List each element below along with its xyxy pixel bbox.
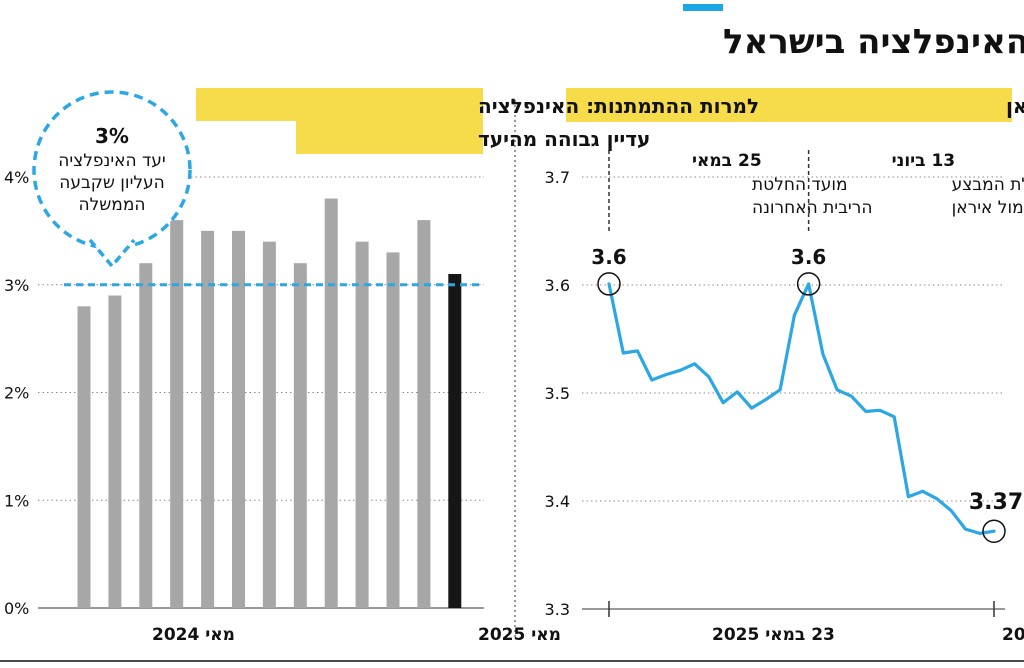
bar: [232, 230, 245, 608]
marker-value-label: 3.6: [591, 245, 626, 269]
bar-y-tick-label: 1%: [4, 491, 29, 510]
bar: [324, 198, 338, 609]
bar-chart-y-tick-labels: 4% 3% 2% 1% 0%: [4, 168, 29, 618]
line-y-tick-label: 3.5: [545, 384, 570, 403]
line-y-tick-label: 3.3: [545, 600, 570, 619]
inflation-bar-chart: למרות ההתמתנות: האינפלציה עדיין גבוהה מה…: [4, 88, 759, 645]
marker-circle: [796, 272, 821, 296]
bar: [139, 263, 153, 608]
line-chart-y-tick-labels: 3.7 3.6 3.5 3.4 3.3: [545, 168, 570, 619]
bar: [170, 220, 184, 608]
bar-chart-title-highlight-1: [196, 88, 483, 121]
bar-chart-title-line2: עדיין גבוהה מהיעד: [478, 127, 650, 151]
bar-x-label-start: מאי 2024: [152, 625, 235, 645]
bar: [417, 220, 431, 608]
bar-latest: [448, 273, 462, 608]
bar-chart-bars: [77, 198, 462, 609]
annotation-date-may: 25 במאי: [692, 151, 762, 171]
line-chart-title-highlight: [566, 88, 1012, 122]
marker-circle: [597, 272, 621, 296]
annotation-date-june: 13 ביוני: [892, 151, 956, 171]
bar: [386, 252, 400, 609]
line-x-label-start: 23 במאי 2025: [712, 625, 835, 645]
line-x-label-end: 2 ביולי 2025: [1002, 625, 1024, 645]
bar: [355, 241, 369, 608]
bar-chart-title-highlight-2: [296, 121, 483, 154]
bar-y-tick-label: 4%: [4, 168, 29, 187]
bar-x-label-end: מאי 2025: [478, 625, 561, 645]
bar-y-tick-label: 2%: [4, 384, 29, 403]
bar: [201, 230, 215, 608]
line-chart-markers: 3.6 3.6 3.37: [591, 245, 1023, 543]
marker-value-label: 3.6: [791, 245, 826, 269]
target-callout: 3% יעד האינפלציה העליון שקבעה הממשלה: [32, 90, 192, 269]
title-accent-bar: [683, 4, 723, 11]
annotation-text-may-line1: מועד החלטת: [752, 175, 848, 195]
line-y-tick-label: 3.7: [545, 168, 570, 187]
bar: [108, 295, 122, 608]
line-chart-annotations: 25 במאי מועד החלטת הריבית האחרונה 13 ביו…: [608, 150, 1024, 232]
bar: [293, 263, 307, 608]
line-y-tick-label: 3.6: [545, 276, 570, 295]
marker-circle: [982, 519, 1006, 543]
marker-value-label: 3.37: [969, 490, 1023, 515]
target-callout-pointer: [88, 238, 136, 269]
bar: [262, 241, 276, 608]
bar-chart-title-line1: למרות ההתמתנות: האינפלציה: [478, 94, 759, 118]
main-title: צלילת הדולר והאינפלציה בישראל: [723, 22, 1024, 62]
line-y-tick-label: 3.4: [545, 492, 570, 511]
target-callout-line2: העליון שקבעה: [59, 173, 165, 193]
dollar-series-line: [607, 282, 996, 535]
target-callout-line3: הממשלה: [78, 195, 145, 215]
bar-y-tick-label: 0%: [4, 599, 29, 618]
bar: [77, 306, 91, 608]
bar-y-tick-label: 3%: [4, 276, 29, 295]
annotation-text-june-line2: מול איראן: [952, 198, 1024, 218]
annotation-text-may-line2: הריבית האחרונה: [752, 198, 872, 218]
annotation-text-june-line1: תחילת המבצע: [952, 175, 1024, 195]
line-chart-gridlines: [582, 176, 1005, 502]
line-chart-title: הדולר בצלילה מול השקל מאז המלחמה עם אירא…: [1006, 94, 1024, 118]
target-callout-line1: יעד האינפלציה: [58, 151, 165, 171]
dollar-line-chart: הדולר בצלילה מול השקל מאז המלחמה עם אירא…: [545, 88, 1024, 645]
target-callout-value: 3%: [95, 124, 129, 148]
